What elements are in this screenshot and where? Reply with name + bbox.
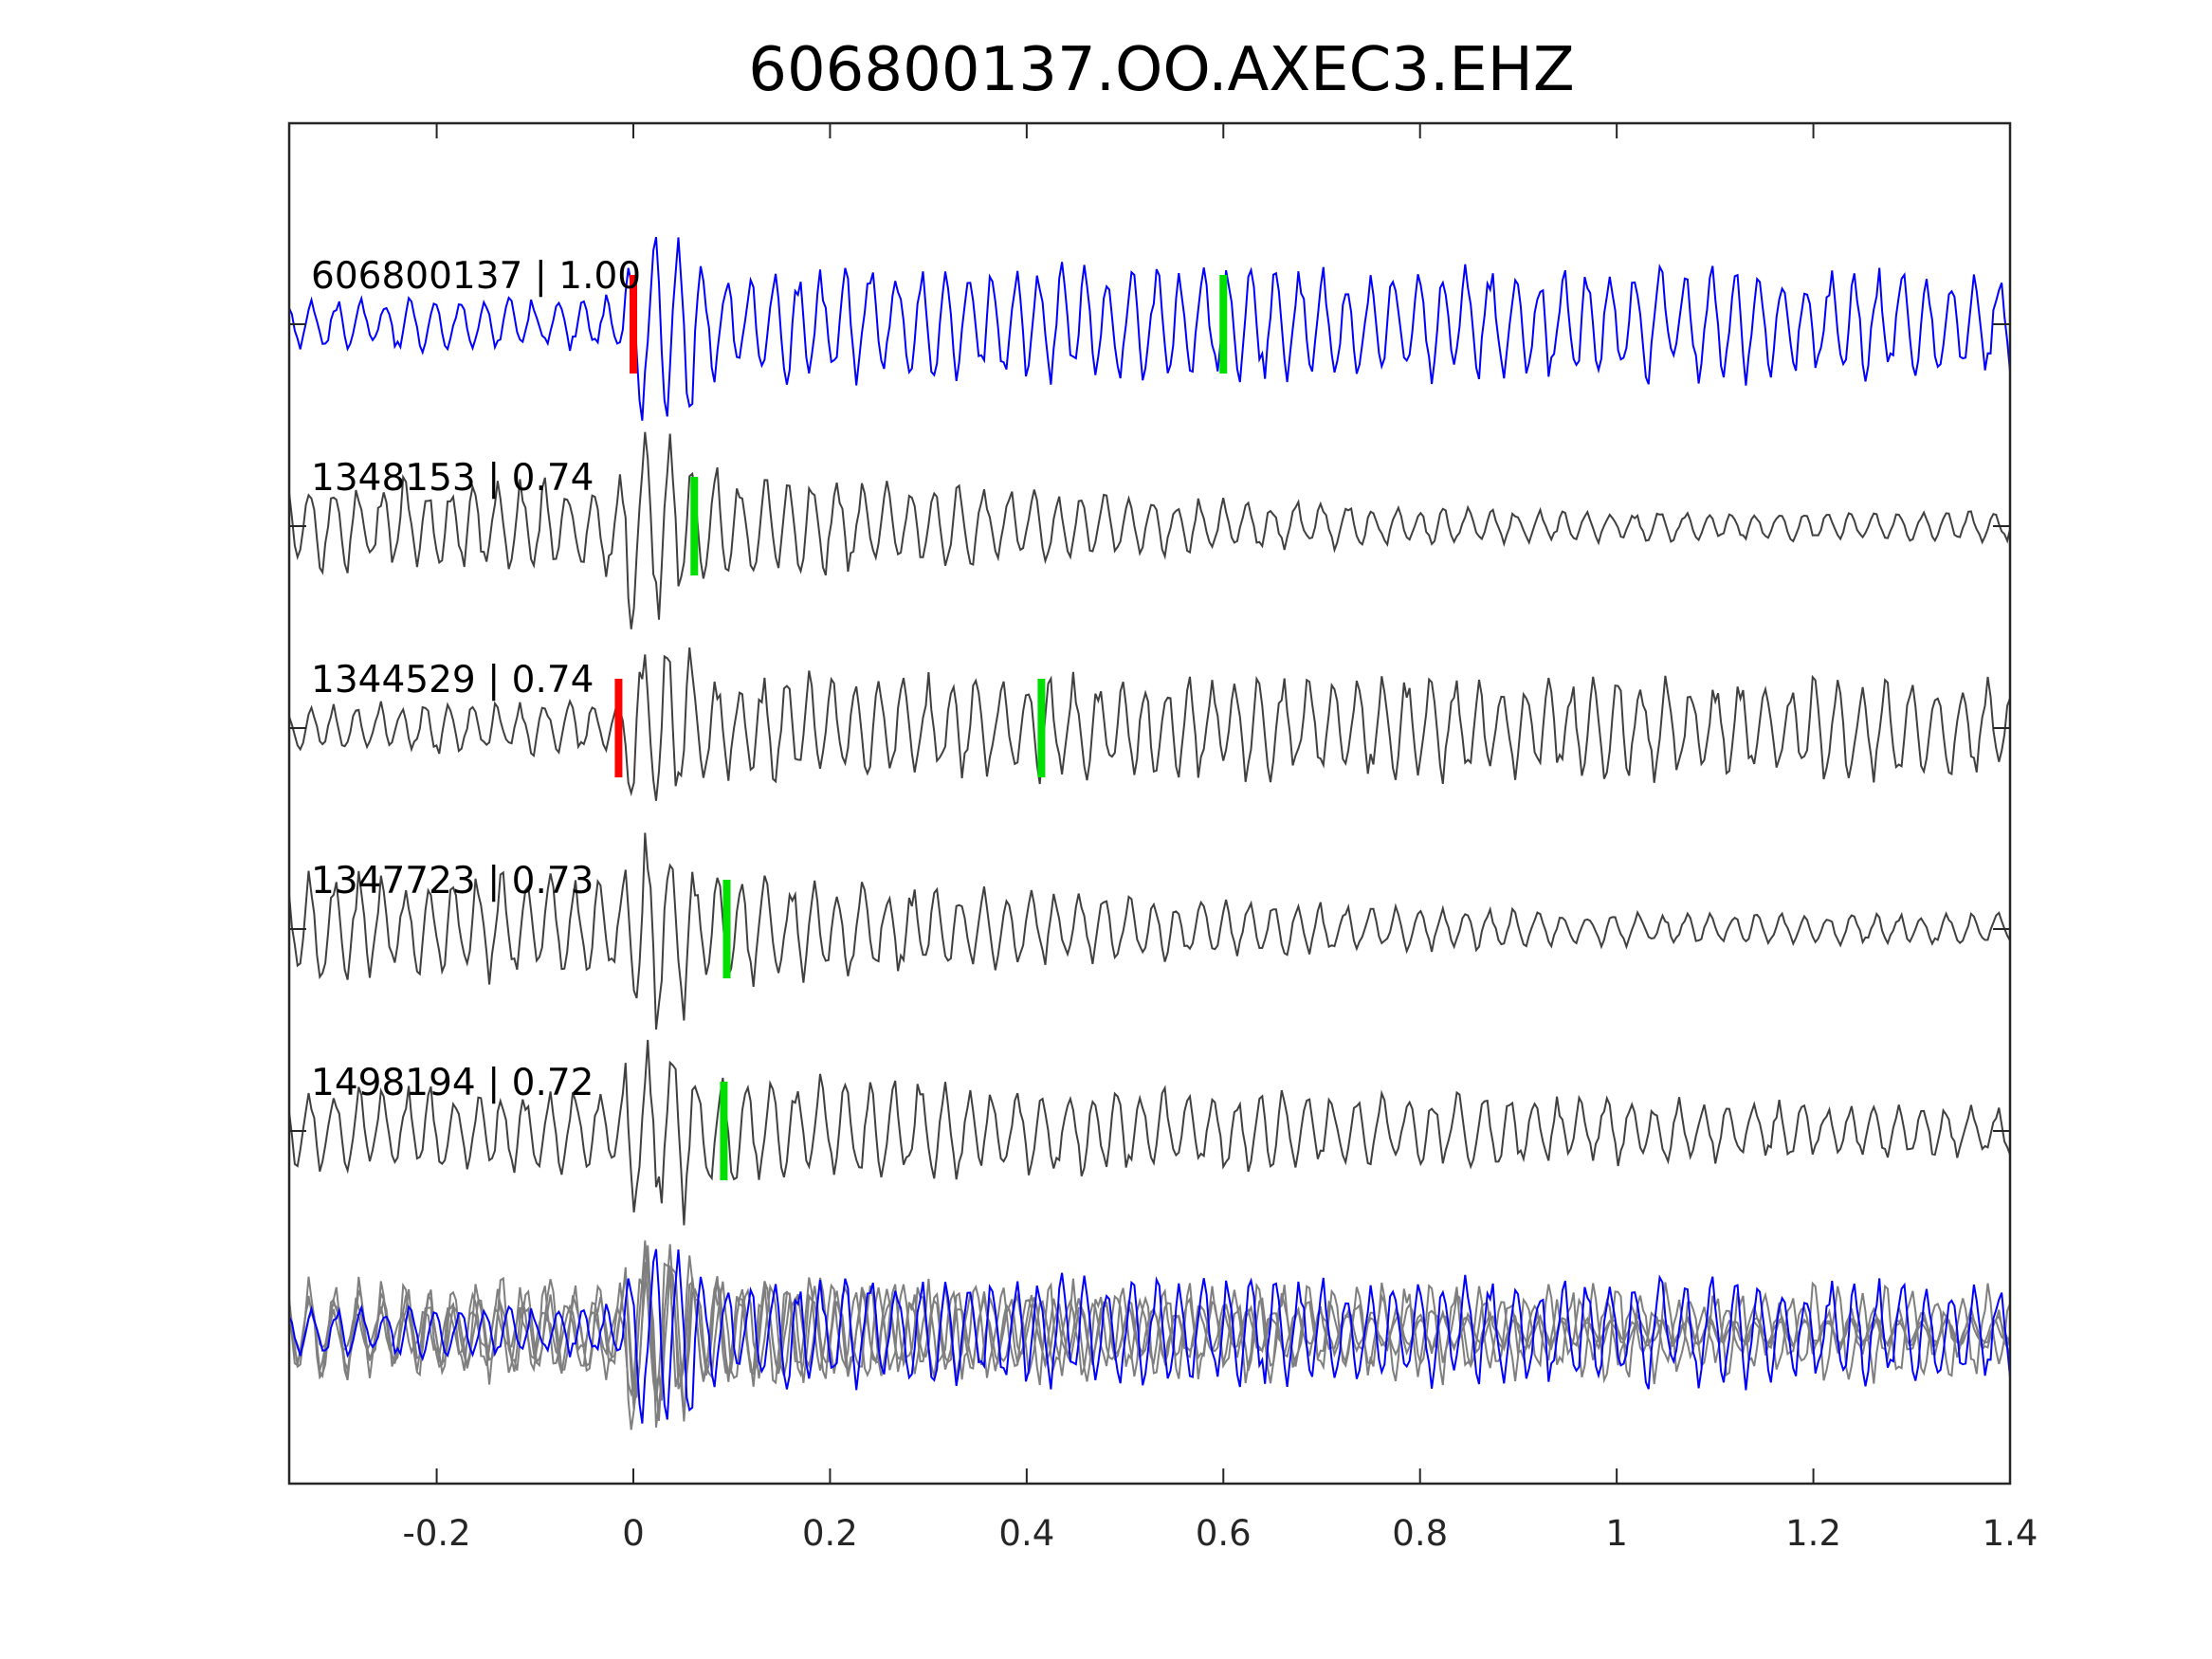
trace-line-3 <box>288 647 2011 801</box>
ticks-layer: -0.2 0 0.2 0.4 0.6 0.8 1 1.2 1.4 <box>289 123 2038 1554</box>
trace-line-1 <box>288 236 2011 421</box>
x-tick-label: 1.4 <box>1983 1513 2038 1554</box>
stack-line-5 <box>288 1245 2011 1422</box>
picks-layer <box>614 275 1228 1180</box>
x-tick-label: 0.2 <box>802 1513 858 1554</box>
x-tick-label: 0.4 <box>998 1513 1054 1554</box>
x-tick-label: -0.2 <box>402 1513 470 1554</box>
stack-line-1 <box>288 1249 2011 1424</box>
chart-title: 606800137.OO.AXEC3.EHZ <box>748 35 1575 105</box>
x-tick-label: 1.2 <box>1785 1513 1841 1554</box>
plot-frame <box>287 121 2012 1486</box>
trace-label-4: 1347723 | 0.73 <box>311 860 594 902</box>
traces-layer <box>288 236 2011 1431</box>
x-tick-label: 0.6 <box>1196 1513 1252 1554</box>
labels-layer: 606800137 | 1.00 1348153 | 0.74 1344529 | … <box>311 255 641 1104</box>
trace-line-2 <box>288 431 2011 629</box>
trace-label-1: 606800137 | 1.00 <box>311 255 641 298</box>
x-tick-label: 0 <box>622 1513 645 1554</box>
trace-label-3: 1344529 | 0.74 <box>311 659 594 702</box>
trace-line-5 <box>288 1039 2011 1226</box>
trace-line-4 <box>288 832 2011 1030</box>
trace-label-2: 1348153 | 0.74 <box>311 457 594 500</box>
x-tick-label: 0.8 <box>1392 1513 1448 1554</box>
x-tick-label: 1 <box>1605 1513 1628 1554</box>
trace-label-5: 1498194 | 0.72 <box>311 1062 594 1104</box>
